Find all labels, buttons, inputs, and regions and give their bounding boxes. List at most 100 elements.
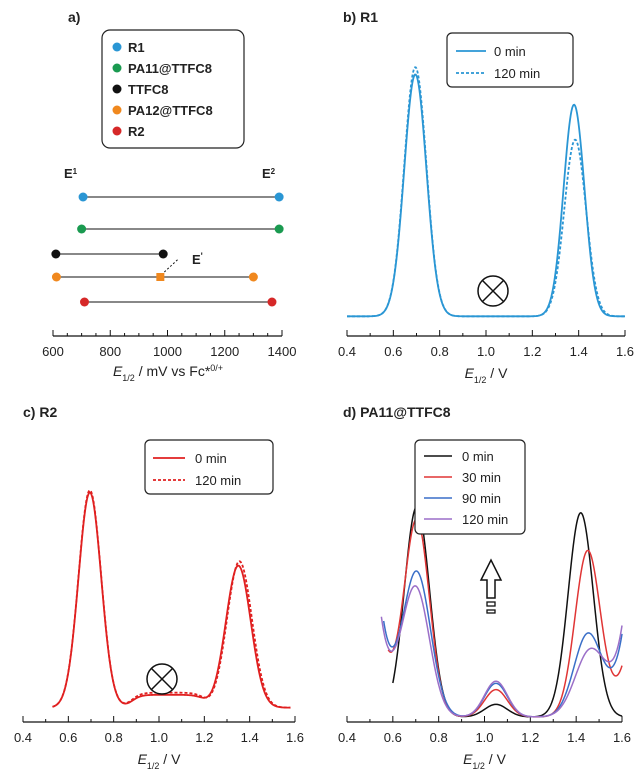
eprime-label: E' [192, 251, 203, 267]
legend-entry-c-0: 0 min [195, 451, 227, 466]
panel-b: b) R1 0.4 0.6 0.8 1.0 1.2 1.4 1.6 E1/2 / V 0 min 1… [338, 9, 634, 385]
legend-entry-3: PA12@TTFC8 [128, 103, 213, 118]
legend-entry-4: R2 [128, 124, 145, 139]
row-marker-e2-4 [267, 297, 277, 307]
x-tick-label-a: 600 [42, 344, 64, 359]
legend-marker-0 [112, 42, 122, 52]
legend-box-d [414, 439, 526, 535]
x-tick-label-d: 1.4 [567, 730, 585, 745]
up-arrow-icon-dash [486, 601, 496, 607]
legend-marker-4 [112, 126, 122, 136]
row-marker-e2-1 [274, 224, 284, 234]
row-marker-e1-2 [51, 249, 61, 259]
legend-entry-0: R1 [128, 40, 145, 55]
row-marker-e1-0 [78, 192, 88, 202]
x-tick-label-a: 800 [99, 344, 121, 359]
row-marker-e1-1 [77, 224, 87, 234]
row-marker-e1-3 [51, 272, 61, 282]
series-line-d-1 [387, 518, 623, 718]
e1-sup: 1 [73, 167, 78, 176]
panel-d: d) PA11@TTFC8 0.4 0.6 0.8 1.0 1.2 1.4 1.6 E1/2 /… [338, 404, 631, 771]
panel-c: c) R2 0.4 0.6 0.8 1.0 1.2 1.4 1.6 E1/2 / V 0 min 1… [14, 404, 304, 771]
legend-entry-d-2: 90 min [462, 491, 501, 506]
axis-label-text: / V [159, 751, 181, 767]
x-axis-title-c: E1/2 / V [138, 751, 182, 771]
series-line-c-1 [52, 489, 291, 709]
legend-box-a [101, 29, 245, 149]
x-tick-label-c: 1.0 [150, 730, 168, 745]
x-tick-label-d: 0.8 [430, 730, 448, 745]
x-tick-label-b: 0.6 [384, 344, 402, 359]
x-tick-label-b: 0.4 [338, 344, 356, 359]
x-tick-label-c: 1.2 [195, 730, 213, 745]
axis-label-text: / V [486, 365, 508, 381]
axis-label-subscript: 1/2 [472, 761, 485, 771]
x-tick-label-a: 1200 [210, 344, 239, 359]
axis-label-subscript: 1/2 [122, 373, 135, 383]
x-tick-label-b: 1.2 [523, 344, 541, 359]
axis-label-symbol: E [465, 365, 475, 381]
x-tick-label-c: 1.6 [286, 730, 304, 745]
row-marker-emid-3 [156, 273, 165, 281]
axis-label-symbol: E [113, 363, 123, 379]
series-line-d-2 [382, 570, 623, 718]
axis-label-superscript: 0/+ [210, 363, 223, 373]
panel-label-a: a) [68, 9, 80, 25]
eprime-sup: ' [201, 251, 203, 261]
axis-label-subscript: 1/2 [474, 375, 487, 385]
up-arrow-icon [479, 558, 503, 599]
x-tick-label-d: 0.6 [384, 730, 402, 745]
row-marker-e2-3 [248, 272, 258, 282]
row-marker-e1-4 [79, 297, 89, 307]
series-line-b-1 [347, 66, 625, 318]
legend-marker-1 [112, 63, 122, 73]
x-tick-label-a: 1400 [268, 344, 297, 359]
e1-label: E1 [64, 166, 78, 181]
row-marker-e2-2 [158, 249, 168, 259]
e2-sup: 2 [271, 167, 276, 176]
x-tick-label-b: 1.0 [477, 344, 495, 359]
axis-label-subscript: 1/2 [147, 761, 160, 771]
series-line-b-0 [347, 73, 625, 318]
x-tick-label-b: 0.8 [431, 344, 449, 359]
x-tick-label-d: 1.6 [613, 730, 631, 745]
eprime-leader [164, 258, 179, 273]
panel-label-c: c) R2 [23, 404, 57, 420]
legend-marker-2 [112, 84, 122, 94]
legend-marker-3 [112, 105, 122, 115]
e2-label: E2 [262, 166, 276, 181]
legend-entry-c-1: 120 min [195, 473, 241, 488]
x-axis-title-d: E1/2 / V [463, 751, 507, 771]
legend-entry-1: PA11@TTFC8 [128, 61, 212, 76]
up-arrow-icon-dash [486, 609, 496, 614]
x-tick-label-d: 1.2 [521, 730, 539, 745]
x-tick-label-c: 0.4 [14, 730, 32, 745]
legend-entry-d-0: 0 min [462, 449, 494, 464]
row-marker-e2-0 [274, 192, 284, 202]
circle-cross-icon-stroke [150, 667, 174, 691]
x-tick-label-b: 1.4 [570, 344, 588, 359]
legend-entry-2: TTFC8 [128, 82, 168, 97]
x-axis-title-b: E1/2 / V [465, 365, 509, 385]
x-tick-label-c: 0.6 [59, 730, 77, 745]
legend-entry-d-3: 120 min [462, 512, 508, 527]
axis-label-text: / V [485, 751, 507, 767]
axis-label-symbol: E [463, 751, 473, 767]
legend-entry-b-1: 120 min [494, 66, 540, 81]
x-tick-label-d: 0.4 [338, 730, 356, 745]
legend-entry-d-1: 30 min [462, 470, 501, 485]
series-line-d-3 [380, 585, 623, 718]
panel-label-b: b) R1 [343, 9, 378, 25]
x-tick-label-d: 1.0 [475, 730, 493, 745]
series-line-d-0 [392, 505, 623, 718]
x-axis-title-a: E1/2 / mV vs Fc*0/+ [113, 363, 223, 383]
x-tick-label-a: 1000 [153, 344, 182, 359]
axis-label-text: / mV vs Fc* [135, 363, 211, 379]
panel-label-d: d) PA11@TTFC8 [343, 404, 451, 420]
circle-cross-icon-stroke [481, 279, 505, 303]
x-tick-label-c: 1.4 [241, 730, 259, 745]
axis-label-symbol: E [138, 751, 148, 767]
legend-entry-b-0: 0 min [494, 44, 526, 59]
